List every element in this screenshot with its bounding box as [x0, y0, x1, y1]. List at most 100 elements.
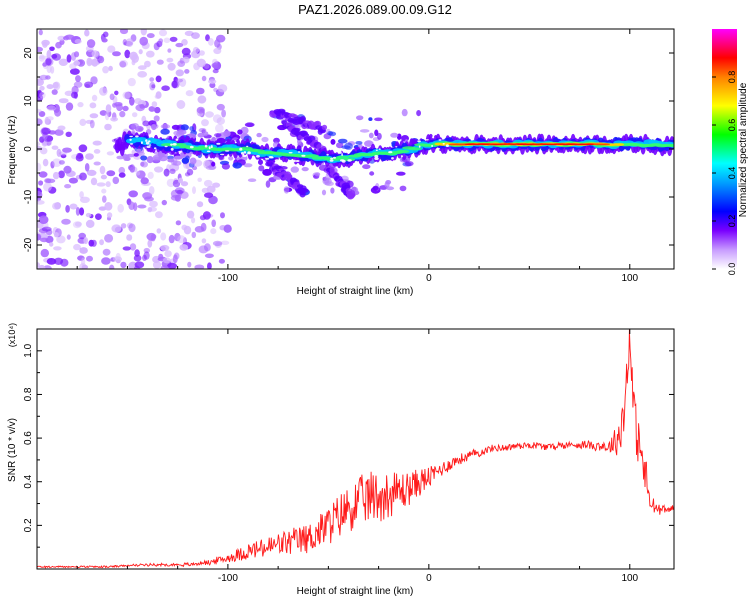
heatmap-background-cell	[86, 57, 93, 67]
heatmap-ridge-noise-cell	[140, 155, 148, 161]
colorbar-tick-label: 0.8	[727, 71, 737, 84]
heatmap-ridge-noise-cell	[167, 158, 175, 163]
heatmap-ridge-noise-cell	[355, 141, 363, 145]
heatmap-background-cell	[167, 48, 172, 53]
heatmap-background-cell	[93, 161, 101, 166]
heatmap-ridge-noise-cell	[223, 130, 231, 137]
heatmap-gap	[297, 151, 301, 153]
heatmap-ridge-noise-cell	[136, 148, 142, 154]
heatmap-background-cell	[56, 235, 66, 244]
heatmap-ridge-noise-cell	[265, 180, 271, 188]
heatmap-ridge-green	[667, 144, 674, 148]
heatmap-gap	[178, 150, 182, 153]
heatmap-ridge-noise-cell	[171, 124, 180, 130]
heatmap-background-cell	[147, 207, 153, 213]
heatmap-gap	[256, 155, 260, 158]
heatmap-background-cell	[210, 228, 217, 235]
heatmap-gap	[340, 159, 345, 162]
heatmap-ridge-green	[408, 147, 422, 151]
heatmap-background-cell	[91, 50, 99, 58]
heatmap-background-cell	[191, 217, 196, 224]
heatmap-background-cell	[192, 186, 196, 195]
heatmap-ridge-noise-cell	[374, 129, 379, 137]
heatmap-background-cell	[160, 265, 169, 269]
heatmap-background-cell	[43, 182, 52, 192]
heatmap-gap	[445, 144, 449, 147]
heatmap-ridge-noise-cell	[341, 145, 351, 149]
heatmap-gap	[401, 155, 403, 158]
heatmap-background-cell	[38, 111, 46, 117]
heatmap-background-cell	[37, 93, 44, 102]
heatmap-background-cell	[152, 255, 161, 264]
heatmap-background-cell	[202, 211, 211, 220]
heatmap-background-cell	[185, 90, 194, 97]
heatmap-ridge-noise-cell	[301, 167, 309, 172]
heatmap-background-cell	[101, 38, 108, 43]
heatmap-ridge-noise-cell	[401, 108, 408, 117]
heatmap-background-cell	[204, 243, 211, 252]
heatmap-background-cell	[158, 38, 164, 44]
heatmap-background-cell	[192, 46, 200, 54]
heatmap-gap	[175, 138, 179, 141]
heatmap-ridge-noise-cell	[173, 155, 183, 160]
heatmap-background-cell	[64, 184, 72, 189]
heatmap-background-cell	[99, 239, 104, 246]
heatmap-ridge-noise-cell	[237, 129, 243, 135]
heatmap-background-cell	[158, 253, 164, 260]
heatmap-background-cell	[175, 187, 185, 194]
heatmap-ridge-noise-cell	[330, 139, 336, 145]
heatmap-background-cell	[201, 75, 207, 82]
heatmap-background-cell	[65, 102, 74, 111]
heatmap-background-cell	[216, 103, 225, 111]
heatmap-background-cell	[75, 207, 80, 216]
heatmap-background-cell	[114, 90, 119, 96]
heatmap-background-cell	[129, 164, 136, 173]
heatmap-gap	[301, 154, 306, 157]
heatmap-background-cell	[184, 172, 191, 177]
heatmap-background-cell	[38, 264, 46, 269]
heatmap-background-cell	[138, 127, 143, 132]
heatmap-background-cell	[135, 170, 141, 176]
heatmap-ridge-noise-cell	[258, 159, 263, 165]
heatmap-background-cell	[196, 87, 205, 95]
heatmap-gap	[295, 160, 300, 162]
heatmap-gap	[247, 151, 251, 155]
heatmap-background-cell	[176, 100, 186, 109]
heatmap-background-cell	[213, 47, 222, 55]
heatmap-gap	[378, 148, 381, 150]
heatmap-gap	[417, 140, 421, 143]
heatmap-ridge-noise-cell	[142, 120, 150, 127]
heatmap-background-cell	[163, 37, 171, 44]
heatmap-background-cell	[223, 224, 232, 233]
heatmap-background-cell	[46, 84, 54, 90]
heatmap-background-cell	[125, 38, 134, 47]
heatmap-background-cell	[151, 84, 156, 89]
heatmap-background-cell	[86, 255, 93, 262]
heatmap-ridge-noise-cell	[368, 132, 374, 139]
heatmap-background-cell	[154, 166, 164, 173]
heatmap-background-cell	[181, 47, 191, 56]
heatmap-background-cell	[191, 231, 197, 239]
heatmap-background-cell	[140, 29, 147, 36]
heatmap-background-cell	[149, 77, 155, 82]
heatmap-ridge-noise-cell	[337, 138, 348, 144]
heatmap-background-cell	[179, 244, 189, 251]
heatmap-background-cell	[53, 257, 64, 265]
snr-y-tick-label: 1.0	[23, 343, 34, 357]
heatmap-background-cell	[191, 32, 200, 39]
heatmap-background-cell	[84, 163, 90, 172]
heatmap-background-cell	[99, 87, 108, 96]
heatmap-background-cell	[51, 54, 58, 59]
heatmap-background-cell	[89, 119, 95, 129]
heatmap-gap	[354, 160, 358, 164]
heatmap-ridge-noise-cell	[181, 157, 190, 164]
heatmap-background-cell	[156, 59, 164, 65]
heatmap-background-cell	[54, 232, 59, 238]
heatmap-branch-cell	[299, 116, 306, 123]
heatmap-background-cell	[220, 240, 230, 245]
heatmap-gap	[172, 143, 177, 146]
heatmap-ridge-noise-cell	[232, 162, 242, 169]
heatmap-background-cell	[162, 257, 171, 264]
heatmap-background-cell	[152, 261, 162, 269]
